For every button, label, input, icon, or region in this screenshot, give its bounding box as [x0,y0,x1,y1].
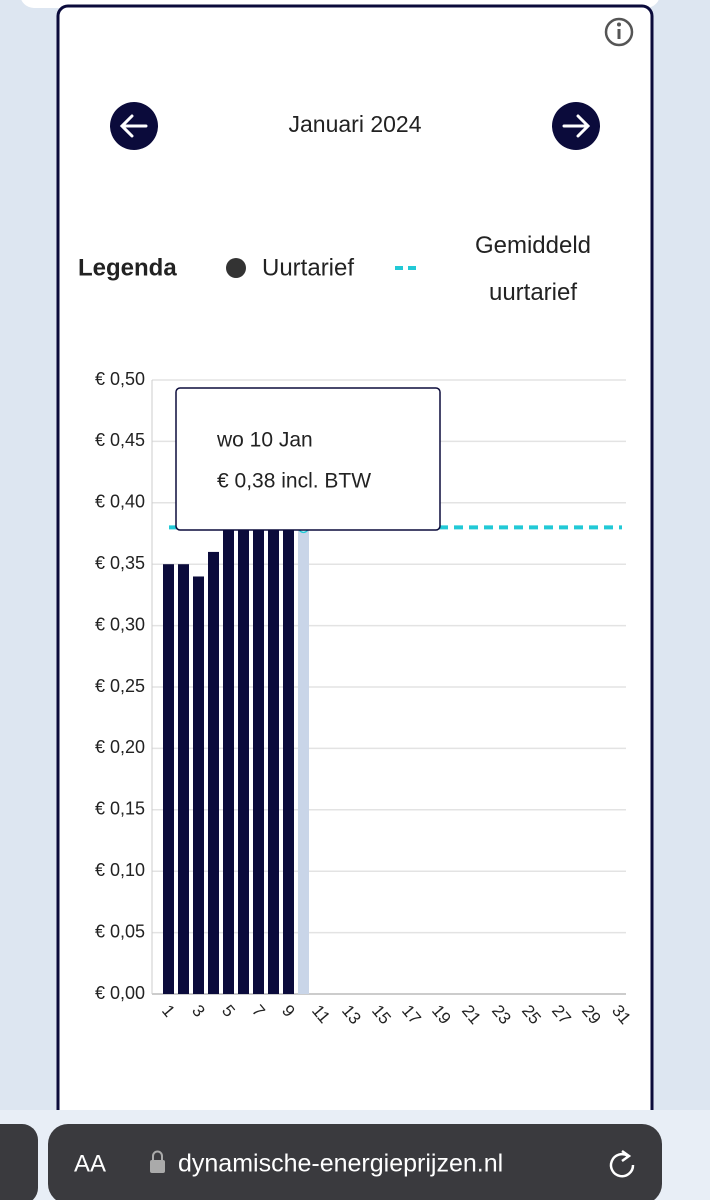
y-tick-label: € 0,05 [95,921,145,941]
bar [298,527,309,994]
month-title: Januari 2024 [289,111,422,137]
bar [178,564,189,994]
tooltip-box [175,387,441,531]
lock-icon [150,1150,165,1173]
next-month-button[interactable] [552,102,600,150]
tooltip-date: wo 10 Jan [216,429,313,452]
legend-title: Legenda [78,254,177,281]
bar [283,515,294,994]
legend-avg-label: Gemiddeld uurtarief [474,232,592,306]
bar [223,515,234,994]
tab-pill[interactable] [0,1124,38,1200]
y-tick-label: € 0,40 [95,492,145,512]
text-size-button[interactable]: AA [74,1150,106,1177]
bar [208,551,219,994]
tooltip: wo 10 Jan € 0,38 incl. BTW [175,387,441,531]
y-tick-label: € 0,15 [95,799,145,819]
prev-month-button[interactable] [110,102,158,150]
y-tick-label: € 0,00 [95,983,145,1003]
bar [163,564,174,994]
y-tick-label: € 0,10 [95,860,145,880]
url-text: dynamische-energieprijzen.nl [178,1150,503,1178]
legend-dot [226,258,246,278]
y-tick-label: € 0,30 [95,614,145,634]
bar [268,515,279,994]
url-bar[interactable] [48,1124,662,1200]
legend-label: Uurtarief [262,254,354,281]
info-icon[interactable] [604,17,634,47]
bar [238,502,249,994]
y-tick-label: € 0,25 [95,676,145,696]
y-tick-label: € 0,45 [95,430,145,450]
reload-icon[interactable] [609,1149,635,1178]
y-tick-label: € 0,50 [95,369,145,389]
tooltip-price: € 0,38 incl. BTW [217,470,371,493]
bar [253,502,264,994]
bar [193,576,204,994]
card [56,4,654,1128]
y-tick-label: € 0,20 [95,737,145,757]
y-tick-label: € 0,35 [95,553,145,573]
